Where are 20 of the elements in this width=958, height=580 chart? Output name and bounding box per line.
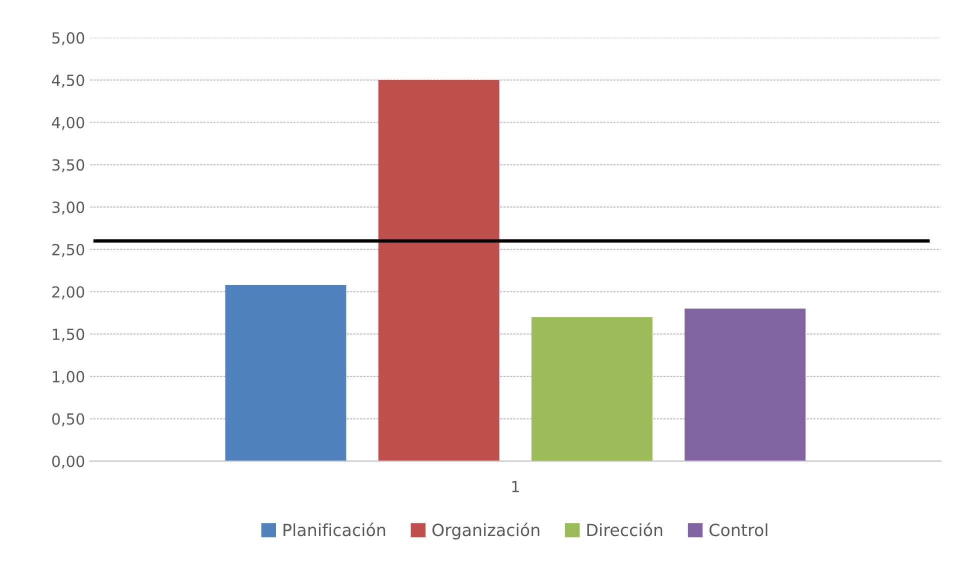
legend-label: Dirección bbox=[587, 522, 662, 536]
bar bbox=[378, 80, 500, 462]
bar bbox=[531, 317, 652, 462]
bar bbox=[684, 308, 806, 462]
y-tick-label: 3,50 bbox=[52, 159, 84, 172]
y-tick-label: 4,50 bbox=[52, 74, 84, 88]
y-tick-label: 3,00 bbox=[52, 202, 84, 215]
legend-label: Planificación bbox=[284, 522, 386, 536]
y-tick-label: 2,50 bbox=[52, 244, 84, 257]
legend-label: Organización bbox=[432, 522, 540, 540]
y-tick-label: 1,50 bbox=[52, 328, 84, 342]
y-tick-label: 1,00 bbox=[52, 370, 84, 384]
y-tick-label: 2,00 bbox=[52, 286, 84, 300]
x-tick-label: 1 bbox=[512, 481, 519, 492]
y-tick-label: 5,00 bbox=[52, 32, 84, 46]
y-tick-label: 4,00 bbox=[52, 116, 84, 130]
y-tick-label: 0,00 bbox=[52, 456, 84, 469]
legend-label: Control bbox=[710, 523, 768, 536]
bar bbox=[225, 284, 346, 462]
y-tick-label: 0,50 bbox=[52, 413, 84, 426]
